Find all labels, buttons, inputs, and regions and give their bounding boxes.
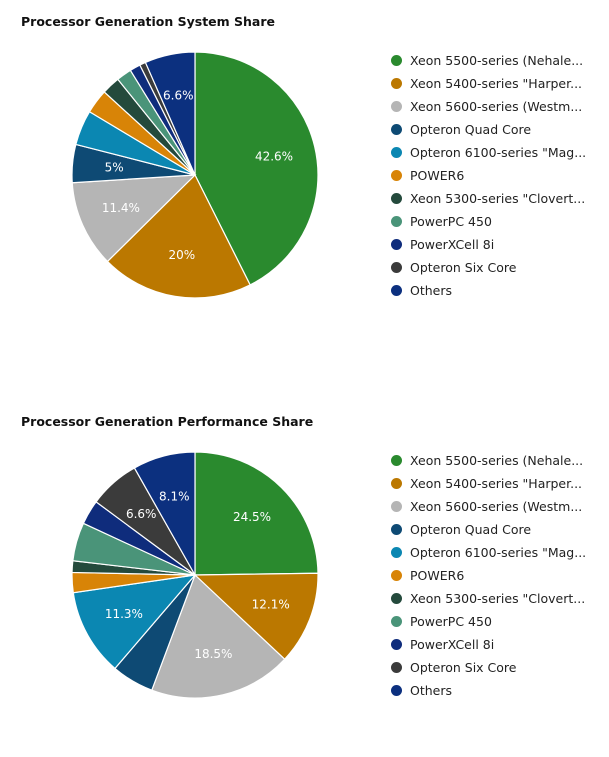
- legend-item-xeon-5500-series-nehalem-ep[interactable]: Xeon 5500-series (Nehale...: [391, 449, 591, 472]
- slice-data-label: 12.1%: [252, 597, 290, 611]
- slice-data-label: 42.6%: [255, 149, 293, 163]
- pie-slice-xeon-5400-series-harpertown[interactable]: [106, 173, 251, 299]
- legend-swatch-icon: [391, 147, 402, 158]
- legend-swatch-icon: [391, 239, 402, 250]
- legend-item-power6[interactable]: POWER6: [391, 564, 591, 587]
- legend-swatch-icon: [391, 639, 402, 650]
- legend-label: Xeon 5500-series (Nehale...: [410, 453, 584, 468]
- legend-label: POWER6: [410, 568, 465, 583]
- legend-label: PowerPC 450: [410, 214, 492, 229]
- legend-item-opteron-six-core[interactable]: Opteron Six Core: [391, 656, 591, 679]
- legend-swatch-icon: [391, 193, 402, 204]
- legend-swatch-icon: [391, 55, 402, 66]
- legend-item-powerxcell-8i[interactable]: PowerXCell 8i: [391, 233, 591, 256]
- pie-slice-xeon-5500-series-nehalem-ep[interactable]: [194, 51, 319, 286]
- legend-item-others[interactable]: Others: [391, 279, 591, 302]
- legend-item-opteron-6100-series-magny-cours[interactable]: Opteron 6100-series "Mag...: [391, 541, 591, 564]
- slice-data-label: 24.5%: [233, 510, 271, 524]
- slice-data-label: 11.3%: [105, 607, 143, 621]
- legend-label: PowerXCell 8i: [410, 637, 495, 652]
- legend-swatch-icon: [391, 685, 402, 696]
- legend-label: Opteron Quad Core: [410, 122, 532, 137]
- legend-swatch-icon: [391, 78, 402, 89]
- system-share-chart: Processor Generation System Share 42.6% 2…: [0, 0, 609, 357]
- legend-item-xeon-5400-series-harpertown[interactable]: Xeon 5400-series "Harper...: [391, 472, 591, 495]
- pie-slice-xeon-5600-series-westmere-ep[interactable]: [71, 174, 197, 263]
- legend-swatch-icon: [391, 501, 402, 512]
- legend-item-powerpc-450[interactable]: PowerPC 450: [391, 610, 591, 633]
- legend-label: Xeon 5300-series "Clovert...: [410, 591, 586, 606]
- slice-data-label: 6.6%: [126, 507, 157, 521]
- legend-item-power6[interactable]: POWER6: [391, 164, 591, 187]
- legend-label: PowerXCell 8i: [410, 237, 495, 252]
- legend-swatch-icon: [391, 170, 402, 181]
- slice-data-label: 18.5%: [194, 647, 232, 661]
- legend-swatch-icon: [391, 570, 402, 581]
- legend-swatch-icon: [391, 524, 402, 535]
- legend-swatch-icon: [391, 101, 402, 112]
- legend-swatch-icon: [391, 262, 402, 273]
- slice-data-label: 8.1%: [159, 490, 190, 504]
- legend-label: Xeon 5500-series (Nehale...: [410, 53, 584, 68]
- legend-label: Xeon 5400-series "Harper...: [410, 476, 583, 491]
- legend-swatch-icon: [391, 547, 402, 558]
- legend-item-others[interactable]: Others: [391, 679, 591, 702]
- legend-swatch-icon: [391, 662, 402, 673]
- legend: Xeon 5500-series (Nehale... Xeon 5400-ser…: [391, 49, 591, 302]
- legend-item-powerpc-450[interactable]: PowerPC 450: [391, 210, 591, 233]
- pie-chart: 42.6% 20% 11.4% 5% 6.6%: [71, 51, 319, 299]
- legend-swatch-icon: [391, 285, 402, 296]
- legend-item-opteron-6100-series-magny-cours[interactable]: Opteron 6100-series "Mag...: [391, 141, 591, 164]
- legend-label: Xeon 5600-series (Westm...: [410, 499, 583, 514]
- legend-label: Others: [410, 283, 453, 298]
- pie-slice-others[interactable]: [144, 51, 196, 176]
- legend-swatch-icon: [391, 455, 402, 466]
- legend-label: Opteron Six Core: [410, 660, 517, 675]
- legend-swatch-icon: [391, 216, 402, 227]
- legend-label: Xeon 5300-series "Clovert...: [410, 191, 586, 206]
- legend: Xeon 5500-series (Nehale... Xeon 5400-ser…: [391, 449, 591, 702]
- legend-item-xeon-5500-series-nehalem-ep[interactable]: Xeon 5500-series (Nehale...: [391, 49, 591, 72]
- legend-item-opteron-quad-core[interactable]: Opteron Quad Core: [391, 518, 591, 541]
- legend-item-xeon-5600-series-westmere-ep[interactable]: Xeon 5600-series (Westm...: [391, 495, 591, 518]
- pie-slice-others[interactable]: [133, 451, 196, 578]
- legend-label: PowerPC 450: [410, 614, 492, 629]
- legend-item-opteron-quad-core[interactable]: Opteron Quad Core: [391, 118, 591, 141]
- legend-label: Opteron 6100-series "Mag...: [410, 145, 587, 160]
- chart-title: Processor Generation Performance Share: [21, 414, 314, 429]
- slice-data-label: 6.6%: [163, 89, 194, 103]
- legend-label: Xeon 5400-series "Harper...: [410, 76, 583, 91]
- legend-label: Others: [410, 683, 453, 698]
- legend-item-xeon-5300-series-clovertown[interactable]: Xeon 5300-series "Clovert...: [391, 587, 591, 610]
- legend-label: Opteron 6100-series "Mag...: [410, 545, 587, 560]
- slice-data-label: 20%: [168, 248, 195, 262]
- chart-title: Processor Generation System Share: [21, 14, 275, 29]
- legend-swatch-icon: [391, 478, 402, 489]
- legend-item-xeon-5600-series-westmere-ep[interactable]: Xeon 5600-series (Westm...: [391, 95, 591, 118]
- legend-label: Xeon 5600-series (Westm...: [410, 99, 583, 114]
- legend-swatch-icon: [391, 616, 402, 627]
- legend-label: Opteron Six Core: [410, 260, 517, 275]
- legend-label: Opteron Quad Core: [410, 522, 532, 537]
- slice-data-label: 5%: [105, 160, 124, 174]
- pie-slice-xeon-5600-series-westmere-ep[interactable]: [151, 573, 286, 699]
- slice-data-label: 11.4%: [102, 201, 140, 215]
- legend-swatch-icon: [391, 593, 402, 604]
- legend-item-xeon-5400-series-harpertown[interactable]: Xeon 5400-series "Harper...: [391, 72, 591, 95]
- pie-chart: 24.5% 12.1% 18.5% 11.3% 6.6%8.1%: [71, 451, 319, 699]
- performance-share-chart: Processor Generation Performance Share 2…: [0, 400, 609, 757]
- pie-slice-xeon-5400-series-harpertown[interactable]: [193, 572, 319, 661]
- legend-item-opteron-six-core[interactable]: Opteron Six Core: [391, 256, 591, 279]
- legend-item-powerxcell-8i[interactable]: PowerXCell 8i: [391, 633, 591, 656]
- pie-slice-opteron-6100-series-magny-cours[interactable]: [72, 574, 197, 670]
- legend-item-xeon-5300-series-clovertown[interactable]: Xeon 5300-series "Clovert...: [391, 187, 591, 210]
- pie-slice-xeon-5500-series-nehalem-ep[interactable]: [194, 451, 319, 576]
- legend-swatch-icon: [391, 124, 402, 135]
- legend-label: POWER6: [410, 168, 465, 183]
